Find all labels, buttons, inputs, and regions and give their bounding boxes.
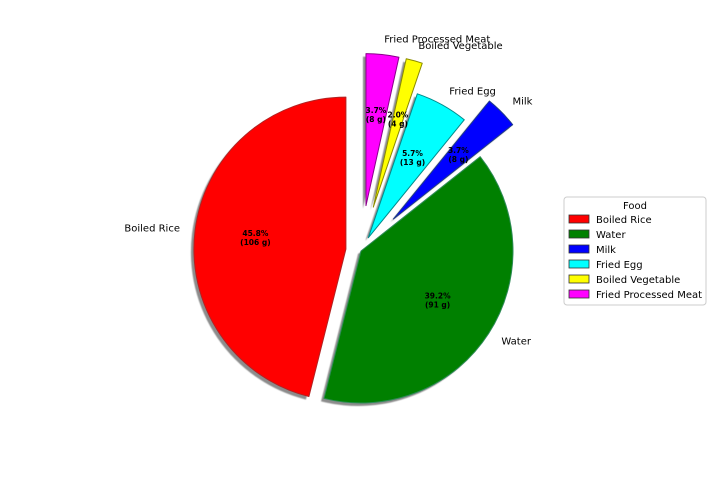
pie-slice-water [323,156,514,404]
legend-swatch-boiled-vegetable [568,274,590,284]
percent-label-boiled-vegetable: 2.0% (4 g) [388,110,409,128]
pie-slice-boiled-vegetable [372,58,423,208]
category-label-milk: Milk [512,97,532,108]
category-labels: Boiled Rice Water Milk Fried Egg Boiled Vege… [124,34,532,347]
legend-swatch-water [568,229,590,239]
category-label-fried-processed-meat: Fried Processed Meat [384,34,490,45]
legend-items: Boiled Rice Water Milk Fried Egg Boiled Vege… [568,214,702,301]
percent-label-fried-processed-meat: 3.7% (8 g) [366,106,387,124]
pie-slice-boiled-rice [193,96,347,398]
percent-labels: 45.8% (106 g) 39.2% (91 g) 3.7% (8 g) 5.7% (13 … [240,106,469,309]
pie-slice-fried-processed-meat [365,53,400,207]
legend-swatch-fried-processed-meat [568,289,590,299]
legend-title: Food [623,201,647,212]
legend-swatch-fried-egg [568,259,590,269]
category-label-water: Water [501,337,531,348]
legend-swatch-boiled-rice [568,214,590,224]
legend-label-boiled-vegetable: Boiled Vegetable [596,275,680,286]
legend-label-fried-egg: Fried Egg [596,260,643,271]
legend-label-water: Water [596,230,626,241]
legend-swatch-milk [568,244,590,254]
percent-label-boiled-rice: 45.8% (106 g) [240,229,271,247]
category-label-boiled-vegetable: Boiled Vegetable [418,41,502,52]
percent-label-milk: 3.7% (8 g) [448,146,469,164]
category-label-fried-egg: Fried Egg [449,86,496,97]
percent-label-water: 39.2% (91 g) [425,291,452,309]
legend-label-milk: Milk [596,245,616,256]
pie-slice-milk [392,100,514,220]
pie-slices [193,53,514,404]
percent-label-fried-egg: 5.7% (13 g) [400,149,425,167]
legend-label-boiled-rice: Boiled Rice [596,215,652,226]
pie-slice-fried-egg [367,93,465,239]
legend-label-fried-processed-meat: Fried Processed Meat [596,290,702,301]
category-label-boiled-rice: Boiled Rice [124,224,180,235]
legend-frame [563,196,707,306]
